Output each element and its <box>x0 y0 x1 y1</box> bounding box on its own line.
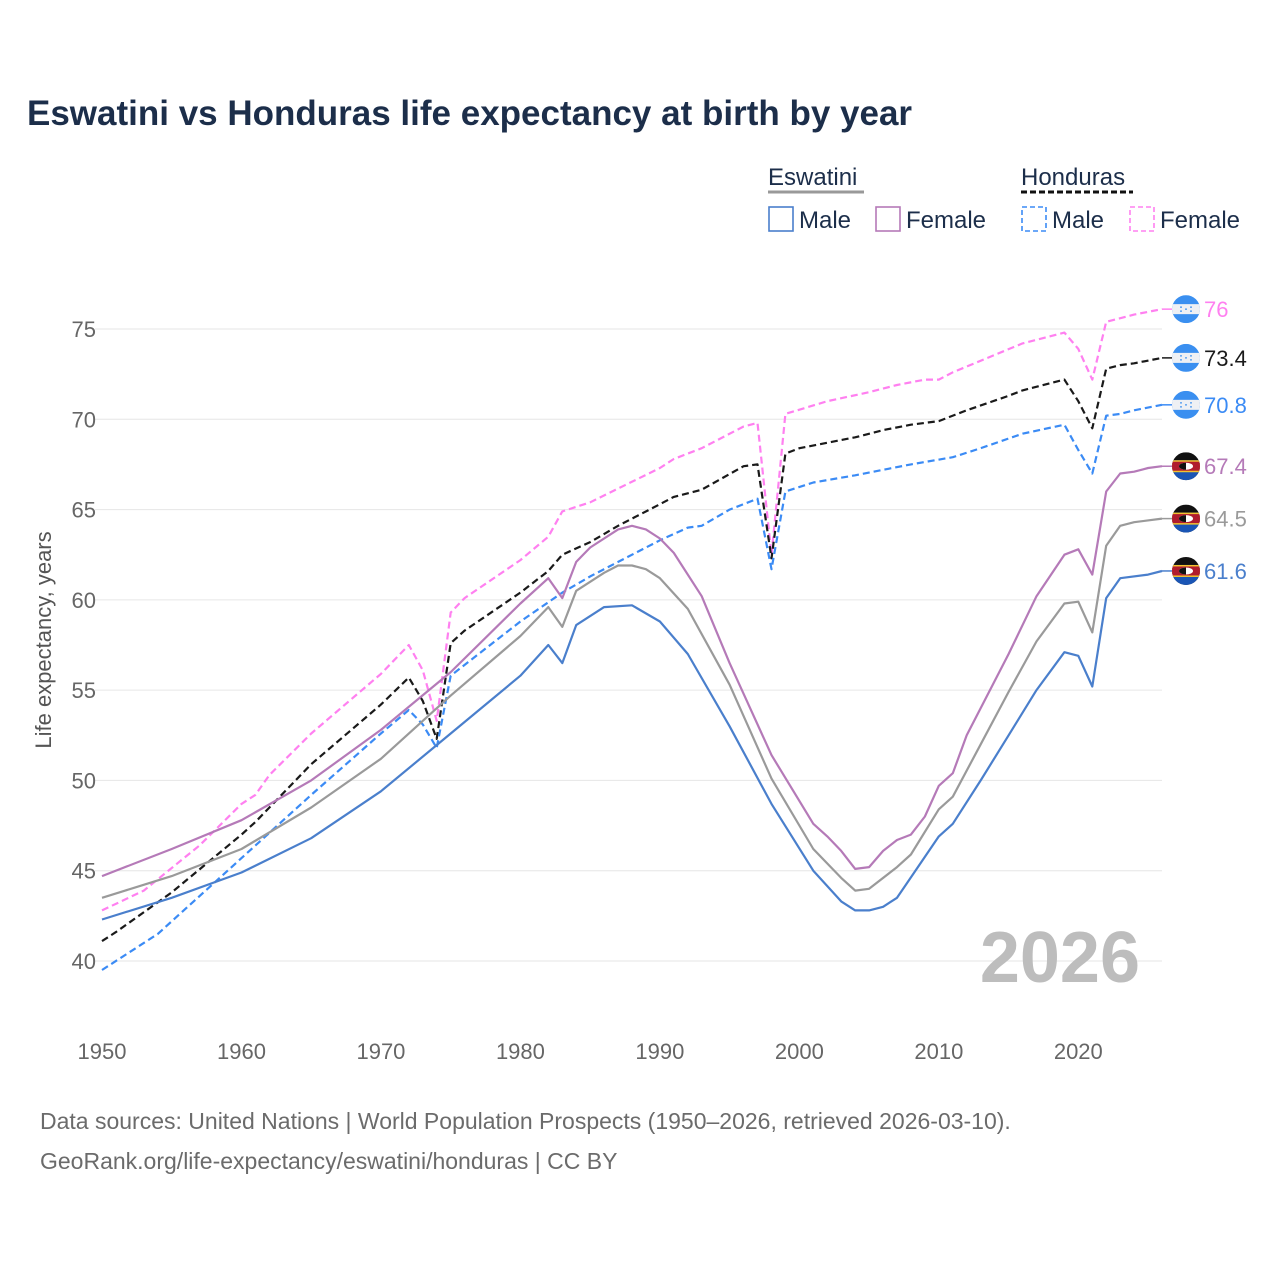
series-line-eswatini-male <box>101 569 1163 921</box>
series-line-honduras-male <box>101 403 1163 971</box>
y-tick-label: 40 <box>72 949 96 974</box>
eswatini-flag-icon <box>1172 504 1200 533</box>
end-value-label: 76 <box>1204 297 1228 322</box>
y-tick-label: 50 <box>72 768 96 793</box>
y-tick-label: 65 <box>72 498 96 523</box>
series-line-honduras <box>101 356 1163 943</box>
year-watermark: 2026 <box>980 918 1140 998</box>
legend-group-eswatini: Eswatini <box>768 164 857 191</box>
x-tick-label: 1950 <box>78 1039 127 1064</box>
x-tick-label: 1960 <box>217 1039 266 1064</box>
y-tick-label: 75 <box>72 317 96 342</box>
series-line-honduras-female <box>101 308 1163 912</box>
x-tick-label: 2010 <box>914 1039 963 1064</box>
eswatini-flag-icon <box>1172 556 1200 585</box>
footer-sources: Data sources: United Nations | World Pop… <box>40 1108 1011 1134</box>
x-tick-label: 1970 <box>356 1039 405 1064</box>
x-tick-label: 1980 <box>496 1039 545 1064</box>
y-tick-label: 45 <box>72 859 96 884</box>
legend-swatch-honduras-male <box>1021 206 1047 232</box>
legend-swatch-eswatini-male <box>768 206 794 232</box>
honduras-flag-icon <box>1172 295 1200 324</box>
series-line-eswatini <box>101 517 1163 899</box>
end-value-label: 64.5 <box>1204 507 1247 532</box>
x-tick-label: 2020 <box>1054 1039 1103 1064</box>
x-tick-label: 1990 <box>635 1039 684 1064</box>
honduras-flag-icon <box>1172 390 1200 419</box>
legend-label-eswatini-male: Male <box>799 207 851 234</box>
honduras-flag-icon <box>1172 343 1200 372</box>
legend-label-honduras-female: Female <box>1160 207 1240 234</box>
end-value-label: 70.8 <box>1204 393 1247 418</box>
y-tick-label: 60 <box>72 588 96 613</box>
y-tick-label: 70 <box>72 407 96 432</box>
y-tick-label: 55 <box>72 678 96 703</box>
footer-url: GeoRank.org/life-expectancy/eswatini/hon… <box>40 1148 618 1174</box>
end-value-label: 67.4 <box>1204 454 1247 479</box>
legend-label-eswatini-female: Female <box>906 207 986 234</box>
legend-swatch-eswatini-female <box>875 206 901 232</box>
x-tick-label: 2000 <box>775 1039 824 1064</box>
end-value-label: 61.6 <box>1204 559 1247 584</box>
y-axis-label: Life expectancy, years <box>31 531 56 748</box>
legend-label-honduras-male: Male <box>1052 207 1104 234</box>
series-line-eswatini-female <box>101 465 1163 878</box>
end-value-label: 73.4 <box>1204 346 1247 371</box>
chart-title: Eswatini vs Honduras life expectancy at … <box>27 94 913 133</box>
legend-group-honduras: Honduras <box>1021 164 1125 191</box>
eswatini-flag-icon <box>1172 452 1200 481</box>
legend-swatch-honduras-female <box>1129 206 1155 232</box>
